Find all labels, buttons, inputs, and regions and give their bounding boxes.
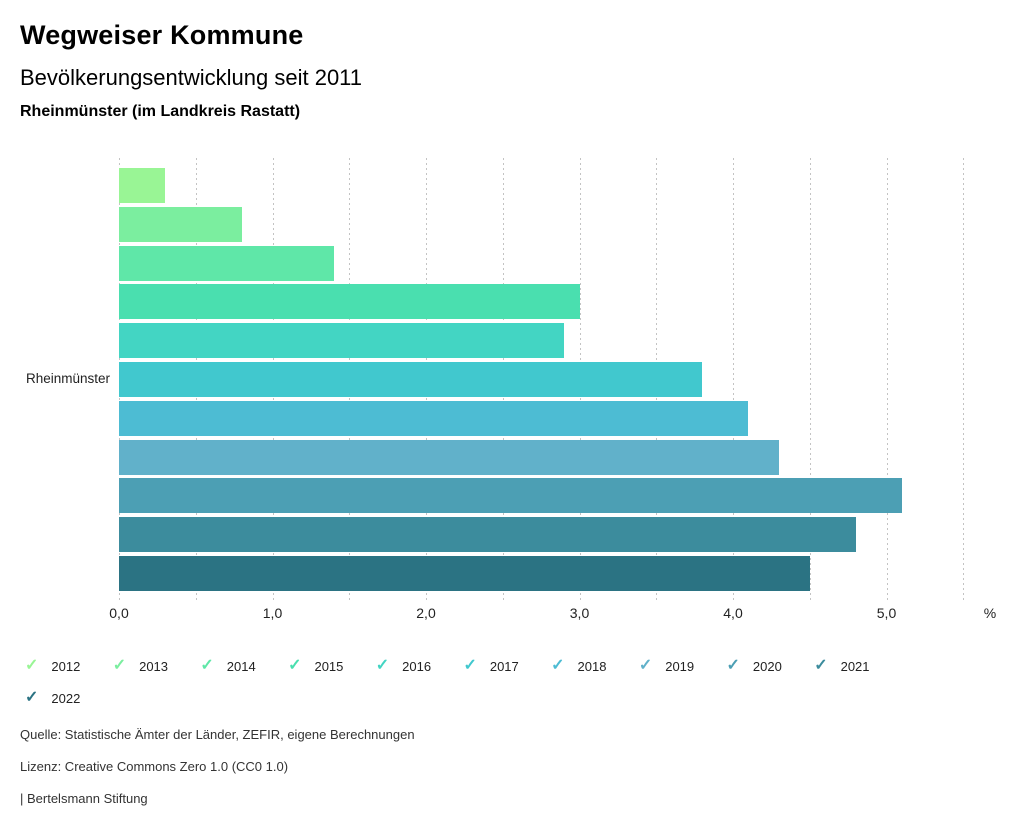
footer: Quelle: Statistische Ämter der Länder, Z…	[20, 728, 415, 824]
checkmark-icon: ✓	[463, 657, 477, 674]
legend-item-2013[interactable]: ✓ 2013	[113, 658, 201, 674]
bar-2013[interactable]	[119, 206, 242, 242]
checkmark-icon: ✓	[200, 657, 214, 674]
gridline	[733, 158, 734, 602]
legend-item-2021[interactable]: ✓ 2021	[814, 658, 902, 674]
legend-item-2019[interactable]: ✓ 2019	[639, 658, 727, 674]
x-tick-label: 0,0	[109, 605, 129, 621]
checkmark-icon: ✓	[638, 657, 653, 674]
legend-item-2018[interactable]: ✓ 2018	[551, 658, 639, 674]
bar-2015[interactable]	[119, 284, 580, 320]
bar-2022[interactable]	[119, 556, 810, 591]
plot-area	[119, 158, 965, 602]
legend-year-label: 2016	[402, 658, 432, 674]
bar-2020[interactable]	[119, 478, 902, 514]
legend-year-label: 2020	[752, 658, 782, 674]
attribution-note: | Bertelsmann Stiftung	[20, 791, 148, 806]
legend-year-label: 2018	[577, 658, 607, 674]
bar-2018[interactable]	[119, 400, 749, 436]
gridline	[886, 158, 888, 602]
checkmark-icon: ✓	[112, 657, 127, 674]
x-tick-label: 5,0	[876, 605, 897, 621]
chart-title: Bevölkerungsentwicklung seit 2011	[20, 65, 363, 90]
x-axis: 0,0 1,0 2,0 3,0 4,0 5,0%	[109, 605, 1024, 623]
checkmark-icon: ✓	[375, 657, 390, 674]
bar-2016[interactable]	[119, 323, 565, 359]
legend-item-2015[interactable]: ✓ 2015	[288, 658, 376, 674]
legend-year-label: 2015	[314, 658, 344, 674]
bar-2021[interactable]	[119, 517, 856, 553]
x-tick-label: 3,0	[569, 605, 590, 621]
checkmark-icon: ✓	[814, 657, 828, 674]
legend-year-label: 2017	[489, 658, 519, 674]
bar-2014[interactable]	[119, 245, 334, 281]
checkmark-icon: ✓	[726, 657, 740, 674]
source-note: Quelle: Statistische Ämter der Länder, Z…	[20, 727, 415, 742]
legend-year-label: 2013	[139, 658, 169, 674]
x-tick-label: 1,0	[262, 605, 283, 621]
checkmark-icon: ✓	[25, 689, 39, 706]
legend: ✓ 2012 ✓ 2013 ✓ 2014 ✓ 2015 ✓ 2016 ✓ 2017 ✓ 2018 ✓ 2019…	[25, 654, 995, 718]
legend-year-label: 2014	[226, 658, 256, 674]
gridline	[809, 158, 811, 602]
legend-year-label: 2012	[51, 658, 81, 674]
legend-item-2020[interactable]: ✓ 2020	[727, 658, 815, 674]
gridline	[963, 158, 965, 602]
legend-item-2016[interactable]: ✓ 2016	[376, 658, 464, 674]
legend-year-label: 2022	[51, 690, 81, 706]
bar-2017[interactable]	[119, 362, 703, 397]
legend-row: ✓ 2012 ✓ 2013 ✓ 2014 ✓ 2015 ✓ 2016 ✓ 2017 ✓ 2018 ✓ 2019…	[25, 654, 995, 678]
legend-item-2012[interactable]: ✓ 2012	[25, 658, 113, 674]
legend-year-label: 2019	[665, 658, 695, 674]
chart-location-subtitle: Rheinmünster (im Landkreis Rastatt)	[20, 103, 301, 120]
y-axis-category-label: Rheinmünster	[25, 371, 110, 386]
checkmark-icon: ✓	[25, 657, 39, 674]
legend-item-2014[interactable]: ✓ 2014	[200, 658, 288, 674]
bar-2019[interactable]	[119, 439, 780, 475]
license-note: Lizenz: Creative Commons Zero 1.0 (CC0 1…	[20, 759, 289, 774]
legend-item-2017[interactable]: ✓ 2017	[463, 658, 551, 674]
bar-2012[interactable]	[119, 168, 166, 203]
legend-item-2022[interactable]: ✓ 2022	[25, 690, 113, 706]
legend-row: ✓ 2022	[25, 686, 995, 710]
x-axis-unit-label: %	[983, 605, 997, 621]
x-tick-label: 2,0	[416, 605, 436, 621]
x-tick-label: 4,0	[723, 605, 743, 621]
checkmark-icon: ✓	[551, 657, 565, 674]
page-title: Wegweiser Kommune	[20, 20, 304, 50]
checkmark-icon: ✓	[288, 657, 302, 674]
legend-year-label: 2021	[840, 658, 870, 674]
